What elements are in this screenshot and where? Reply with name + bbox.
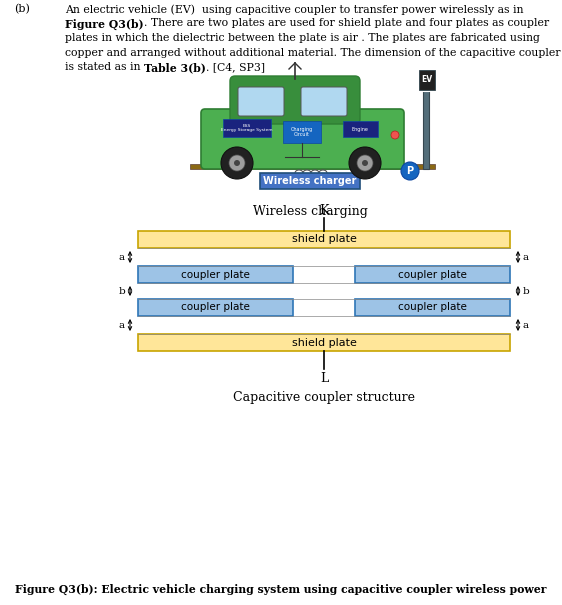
Bar (423, 74, 429, 169)
Circle shape (229, 155, 245, 171)
Text: a: a (523, 252, 529, 261)
Bar (418, 69, 436, 91)
Circle shape (349, 147, 381, 179)
FancyBboxPatch shape (301, 87, 347, 116)
FancyBboxPatch shape (201, 109, 404, 169)
Bar (355, 299, 510, 316)
Text: coupler plate: coupler plate (181, 302, 250, 313)
Text: Wireless charger: Wireless charger (264, 176, 357, 186)
Text: Wireless charging: Wireless charging (252, 205, 368, 218)
Circle shape (357, 155, 373, 171)
Text: P: P (406, 166, 414, 176)
Bar (260, 173, 360, 189)
Text: Charging
Circuit: Charging Circuit (291, 126, 313, 137)
Text: ESS
Energy Storage System: ESS Energy Storage System (221, 123, 273, 132)
Text: b: b (119, 287, 125, 295)
Text: b: b (523, 287, 529, 295)
Text: coupler plate: coupler plate (181, 269, 250, 280)
Text: coupler plate: coupler plate (398, 269, 467, 280)
Bar (355, 266, 510, 283)
Text: shield plate: shield plate (292, 235, 356, 244)
Text: . [C4, SP3]: . [C4, SP3] (206, 62, 265, 72)
Text: K: K (319, 204, 329, 217)
Bar (343, 121, 378, 137)
FancyBboxPatch shape (230, 76, 360, 124)
Circle shape (391, 131, 399, 139)
Bar (283, 121, 321, 143)
Circle shape (221, 147, 253, 179)
Text: copper and arranged without additional material. The dimension of the capacitive: copper and arranged without additional m… (65, 48, 560, 57)
Bar (138, 334, 510, 351)
Text: L: L (320, 372, 328, 385)
Bar (138, 299, 293, 316)
Text: a: a (119, 252, 125, 261)
Bar (419, 70, 435, 90)
Bar (138, 266, 293, 283)
Text: (b): (b) (14, 4, 30, 15)
Text: An electric vehicle (EV)  using capacitive coupler to transfer power wirelessly : An electric vehicle (EV) using capacitiv… (65, 4, 523, 15)
Bar (138, 231, 510, 248)
Text: plates in which the dielectric between the plate is air . The plates are fabrica: plates in which the dielectric between t… (65, 33, 540, 43)
Bar (223, 119, 271, 137)
Text: Engine: Engine (352, 126, 369, 131)
Text: is stated as in: is stated as in (65, 62, 144, 72)
Text: Figure Q3(b): Electric vehicle charging system using capacitive coupler wireless: Figure Q3(b): Electric vehicle charging … (15, 584, 547, 595)
Text: shield plate: shield plate (292, 338, 356, 347)
Text: Capacitive coupler structure: Capacitive coupler structure (233, 391, 415, 404)
Text: Table 3(b): Table 3(b) (144, 62, 206, 73)
Circle shape (401, 162, 419, 180)
Text: a: a (523, 321, 529, 330)
Text: Figure Q3(b): Figure Q3(b) (65, 19, 144, 30)
Circle shape (362, 160, 368, 166)
Text: . There are two plates are used for shield plate and four plates as coupler: . There are two plates are used for shie… (144, 19, 549, 28)
Text: EV: EV (422, 76, 433, 85)
Circle shape (234, 160, 240, 166)
FancyBboxPatch shape (238, 87, 284, 116)
Text: coupler plate: coupler plate (398, 302, 467, 313)
Text: a: a (119, 321, 125, 330)
Bar (190, 164, 435, 169)
